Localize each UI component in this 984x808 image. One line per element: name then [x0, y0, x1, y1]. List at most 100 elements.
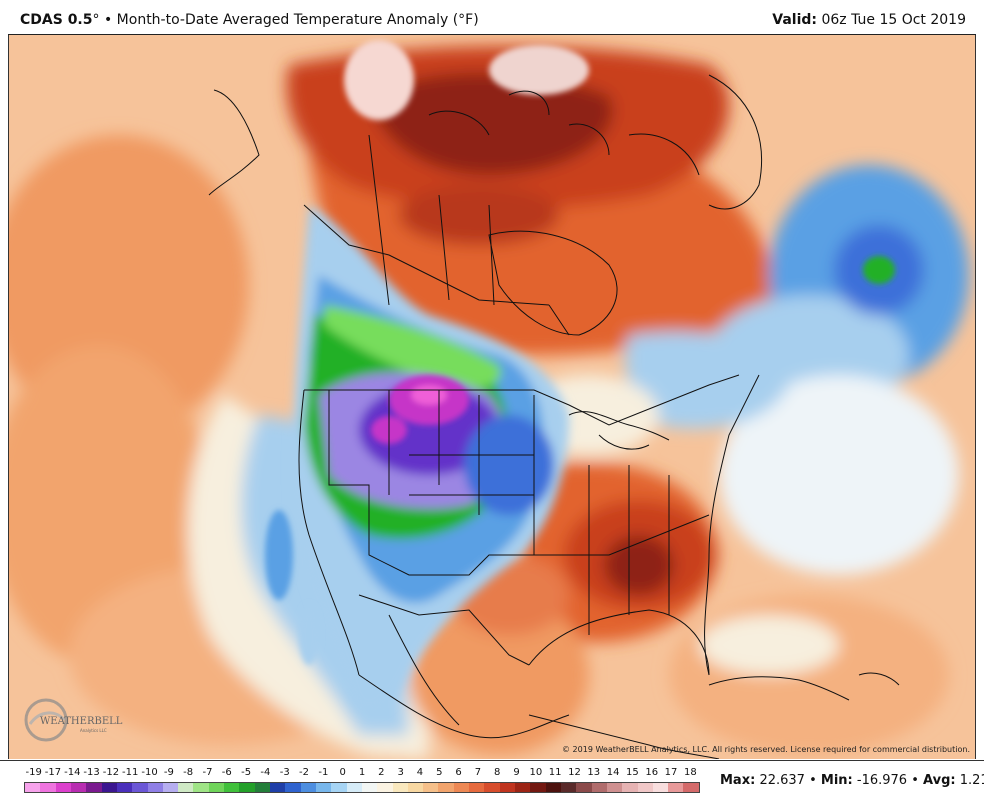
legend-tick-label: -10: [141, 767, 158, 778]
min-label: Min:: [820, 773, 853, 788]
legend-swatch: [331, 783, 347, 792]
southeast-states: [554, 465, 710, 635]
canada-province-lines: [368, 134, 570, 336]
legend-tick-label: -9: [163, 767, 174, 778]
logo-text: WEATHERBELL: [40, 716, 123, 727]
avg-value: 1.213: [959, 773, 984, 788]
legend-tick-label: -4: [260, 767, 271, 778]
legend-swatch: [407, 783, 424, 792]
logo-subtext: Analytics LLC: [80, 728, 107, 733]
legend-tick-label: -3: [279, 767, 290, 778]
legend-swatch: [545, 783, 561, 792]
legend-swatch: [70, 783, 87, 792]
valid-time-block: Valid: 06z Tue 15 Oct 2019: [772, 12, 966, 28]
anomaly-map: [8, 35, 976, 759]
legend-swatch: [25, 783, 41, 792]
map-title: CDAS 0.5° • Month-to-Date Averaged Tempe…: [20, 12, 479, 28]
legend-swatch: [162, 783, 179, 792]
title-bullet: •: [103, 12, 113, 28]
legend-swatch: [178, 783, 194, 792]
legend-swatch: [40, 783, 56, 792]
copyright-notice: © 2019 WeatherBELL Analytics, LLC. All r…: [562, 745, 970, 754]
map-description: Month-to-Date Averaged Temperature Anoma…: [116, 12, 479, 28]
legend-swatch: [224, 783, 240, 792]
legend-swatch: [132, 783, 148, 792]
legend-labels: -19 -17 -14 -13 -12 -11 -10 -9 -8 -7 -6 -5 -4 -3 -2 -1 0…: [22, 767, 702, 781]
pacific-coast-blue: [265, 510, 293, 600]
legend-swatch: [208, 783, 225, 792]
legend-swatch: [285, 783, 301, 792]
legend-tick-label: 3: [397, 767, 404, 778]
legend-swatch: [637, 783, 653, 792]
legend-swatch: [652, 783, 669, 792]
legend-swatch: [484, 783, 500, 792]
legend-tick-label: 9: [513, 767, 520, 778]
map-header: CDAS 0.5° • Month-to-Date Averaged Tempe…: [0, 0, 984, 34]
legend-tick-label: 12: [568, 767, 581, 778]
gulf-coast: [528, 609, 710, 676]
legend-swatch: [361, 783, 378, 792]
legend-swatch: [668, 783, 684, 792]
legend-swatch: [101, 783, 117, 792]
legend-swatch: [499, 783, 515, 792]
us-state-lines-1: [328, 390, 554, 576]
degree-symbol: °: [92, 12, 100, 28]
legend-tick-label: -13: [83, 767, 100, 778]
legend-tick-label: 2: [378, 767, 385, 778]
legend-swatch: [392, 783, 408, 792]
legend-swatch: [683, 783, 699, 792]
stats-bullet-2: •: [911, 773, 919, 788]
legend-tick-label: 5: [436, 767, 443, 778]
cold-core: [265, 40, 895, 665]
legend-tick-label: -17: [44, 767, 62, 778]
legend-tick-label: -11: [122, 767, 139, 778]
legend-tick-label: 13: [587, 767, 601, 778]
legend-tick-label: 0: [339, 767, 346, 778]
legend-tick-label: 10: [529, 767, 543, 778]
legend-colorbar: [24, 782, 700, 793]
product-name: CDAS 0.5: [20, 12, 93, 28]
header-rule: [8, 34, 976, 35]
legend-tick-label: 4: [416, 767, 424, 778]
legend-tick-label: -5: [241, 767, 252, 778]
legend-swatch: [560, 783, 577, 792]
west-coast-us: [298, 389, 360, 676]
legend-tick-label: -1: [318, 767, 329, 778]
legend-swatch: [622, 783, 638, 792]
logo-swirl: [24, 698, 68, 742]
legend-swatch: [469, 783, 485, 792]
legend-swatch: [270, 783, 286, 792]
legend-swatch: [530, 783, 546, 792]
legend-swatch: [438, 783, 454, 792]
northeast-cool: [625, 331, 789, 429]
legend-tick-label: 8: [494, 767, 501, 778]
east-coast: [704, 374, 760, 676]
us-state-lines-2: [388, 390, 535, 555]
legend-swatch: [453, 783, 470, 792]
legend-swatch: [300, 783, 316, 792]
max-label: Max:: [720, 773, 756, 788]
plains-blue: [464, 415, 554, 515]
max-value: 22.637: [759, 773, 805, 788]
legend-tick-label: 7: [474, 767, 482, 778]
central-america: [528, 714, 720, 759]
legend-swatch: [55, 783, 71, 792]
legend-swatch: [423, 783, 439, 792]
us-canada-border: [304, 374, 740, 426]
legend-tick-label: 15: [626, 767, 639, 778]
alaska-coast: [208, 89, 260, 196]
legend-swatch: [591, 783, 607, 792]
legend-tick-label: -6: [221, 767, 232, 778]
legend-swatch: [147, 783, 163, 792]
boundary-lines: [208, 74, 900, 759]
montana-pink: [411, 385, 447, 405]
atlantic-neutral: [719, 375, 959, 575]
min-value: -16.976: [856, 773, 908, 788]
hispaniola: [858, 672, 900, 686]
legend-swatch: [116, 783, 133, 792]
greenland-coast: [708, 74, 763, 210]
hudson-bay: [488, 230, 618, 336]
legend-swatch: [239, 783, 255, 792]
nw-territories-hot: [399, 185, 559, 245]
valid-time: 06z Tue 15 Oct 2019: [821, 12, 966, 28]
